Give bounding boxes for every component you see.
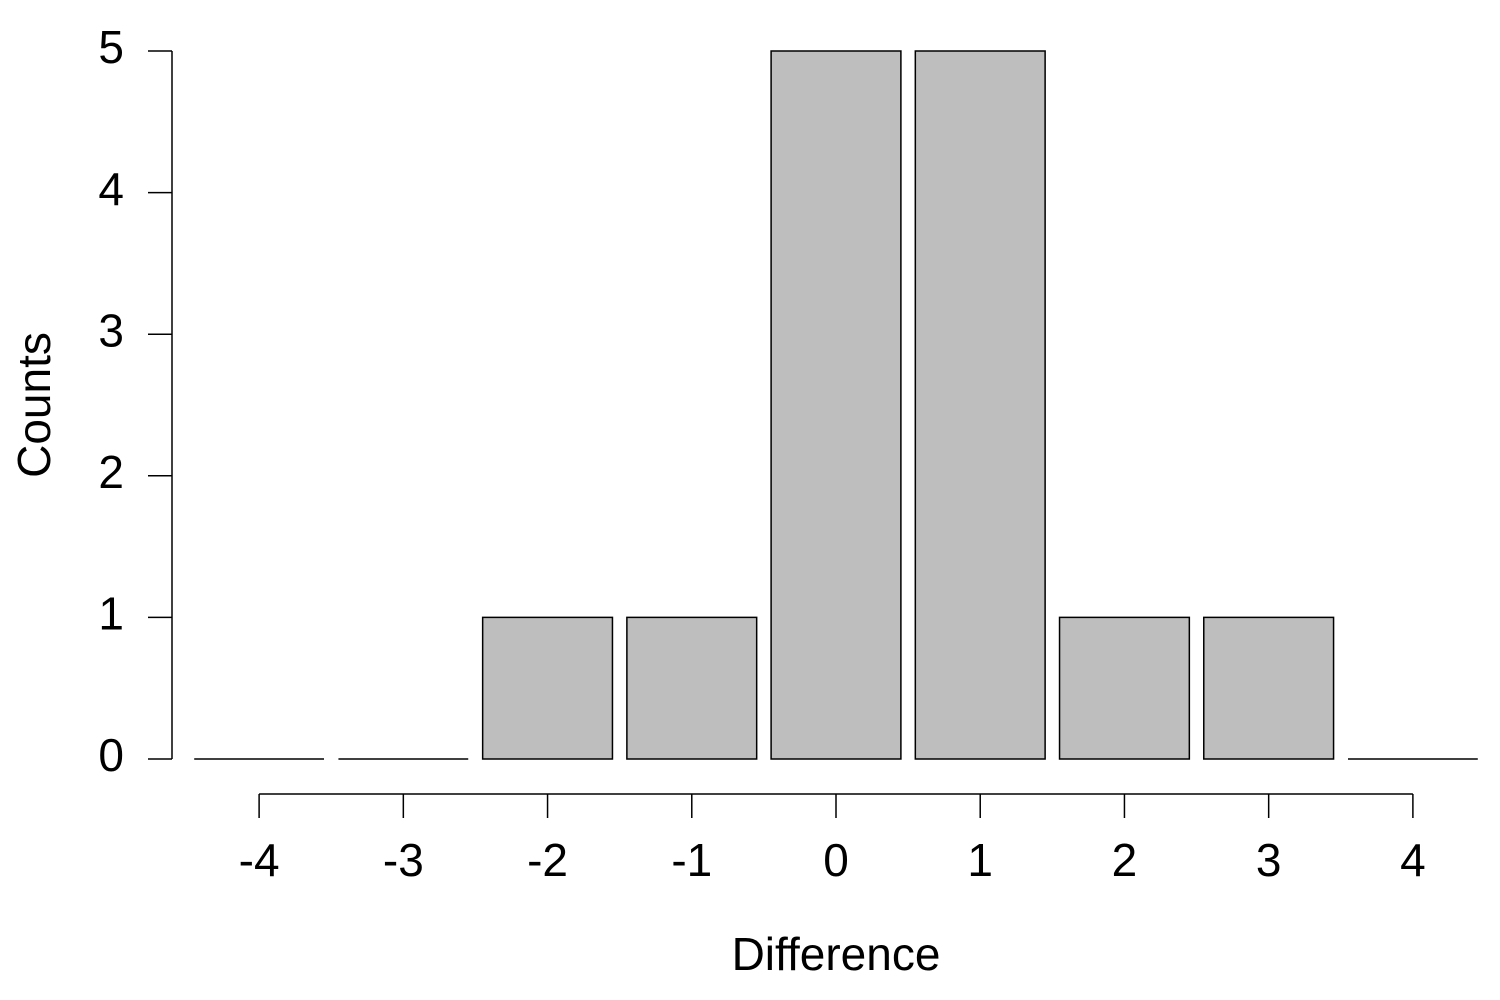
y-tick-label: 4: [98, 163, 124, 215]
bar: [481, 616, 614, 760]
y-tick-label: 2: [98, 446, 124, 498]
x-tick-label: 1: [967, 834, 993, 886]
y-tick-label: 1: [98, 588, 124, 640]
x-tick-label: -1: [671, 834, 712, 886]
y-axis-label: Counts: [8, 332, 60, 478]
bar: [626, 616, 758, 760]
bar: [914, 50, 1046, 760]
x-tick-label: -3: [383, 834, 424, 886]
x-tick-label: -2: [527, 834, 568, 886]
x-axis-label: Difference: [732, 928, 941, 980]
y-tick-label: 3: [98, 304, 124, 356]
x-tick-label: 2: [1112, 834, 1138, 886]
y-tick-label: 5: [98, 21, 124, 73]
bar: [1058, 616, 1191, 760]
bar: [770, 50, 902, 760]
y-tick-label: 0: [98, 729, 124, 781]
x-tick-label: 4: [1400, 834, 1426, 886]
x-tick-label: 0: [823, 834, 849, 886]
bar: [1203, 616, 1335, 760]
x-tick-label: -4: [239, 834, 280, 886]
x-tick-label: 3: [1256, 834, 1282, 886]
